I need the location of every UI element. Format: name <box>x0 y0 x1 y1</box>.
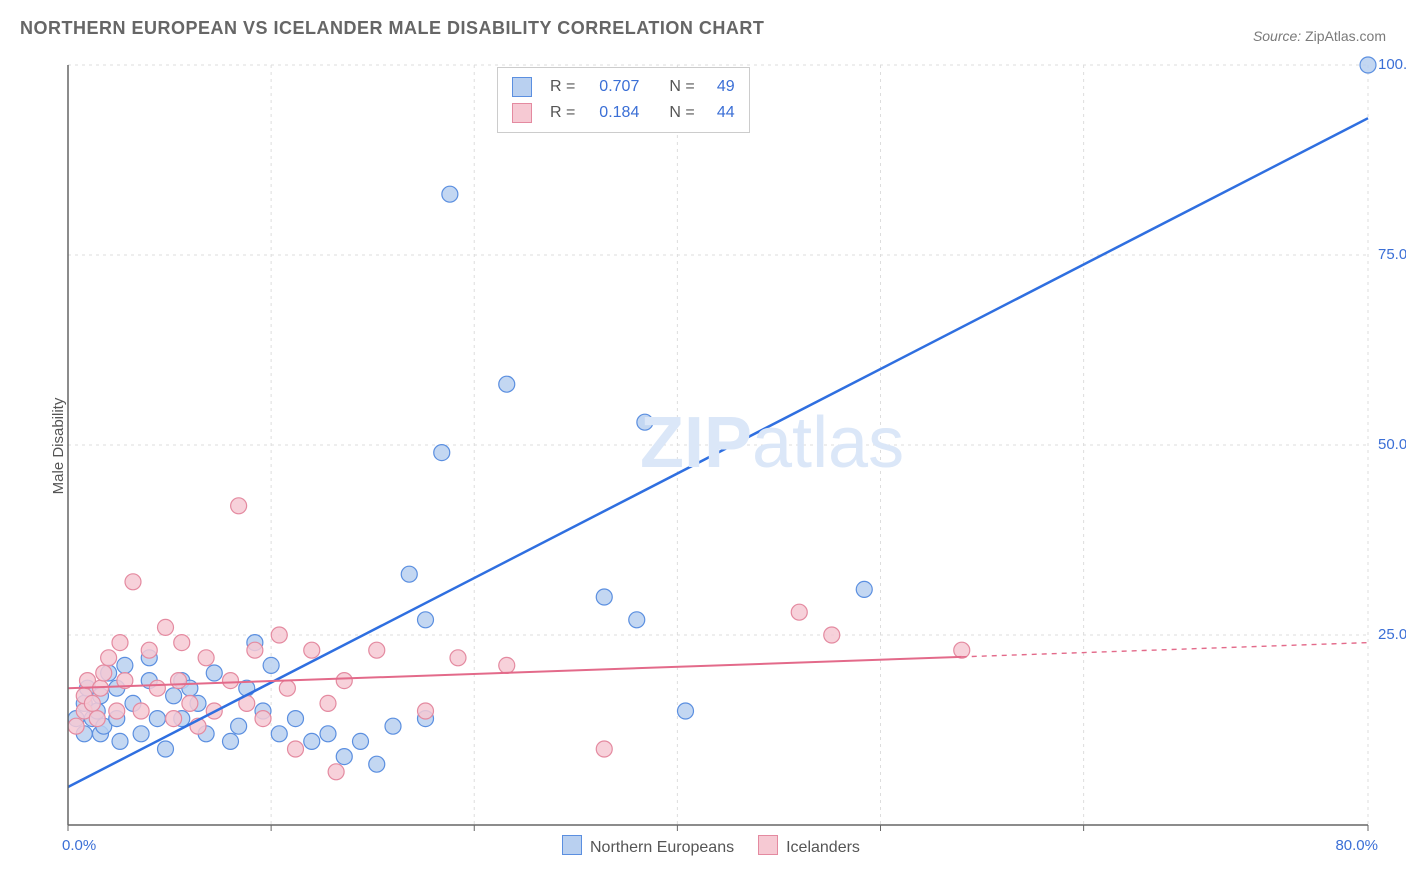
legend-stats-row: R = 0.184 N = 44 <box>512 100 735 126</box>
legend-r-label: R = <box>550 78 575 96</box>
legend-swatch <box>758 835 778 855</box>
chart-title: NORTHERN EUROPEAN VS ICELANDER MALE DISA… <box>20 18 764 39</box>
source-value: ZipAtlas.com <box>1305 28 1386 44</box>
legend-series-item: Icelanders <box>758 835 860 857</box>
legend-n-value: 49 <box>705 78 735 96</box>
tick-label: 75.0% <box>1378 246 1406 263</box>
legend-series-label: Northern Europeans <box>590 839 734 856</box>
legend-stats: R = 0.707 N = 49 R = 0.184 N = 44 <box>497 67 750 133</box>
tick-label: 100.0% <box>1378 56 1406 73</box>
source-attribution: Source: ZipAtlas.com <box>1253 28 1386 44</box>
legend-swatch <box>512 103 532 123</box>
legend-r-value: 0.184 <box>585 104 639 122</box>
legend-stats-row: R = 0.707 N = 49 <box>512 74 735 100</box>
legend-r-value: 0.707 <box>585 78 639 96</box>
legend-series: Northern Europeans Icelanders <box>562 835 860 857</box>
legend-swatch <box>512 77 532 97</box>
source-label: Source: <box>1253 28 1301 44</box>
chart-area: ZIPatlas R =0.707N =49R =0.184N =44 Nort… <box>50 55 1390 855</box>
legend-n-value: 44 <box>705 104 735 122</box>
tick-label: 80.0% <box>1335 837 1378 854</box>
tick-label: 50.0% <box>1378 436 1406 453</box>
legend-r-label: R = <box>550 104 575 122</box>
chart-svg <box>50 55 1390 855</box>
legend-n-label: N = <box>669 104 694 122</box>
legend-series-label: Icelanders <box>786 839 860 856</box>
tick-label: 25.0% <box>1378 626 1406 643</box>
legend-swatch <box>562 835 582 855</box>
tick-label: 0.0% <box>62 837 96 854</box>
legend-n-label: N = <box>669 78 694 96</box>
legend-series-item: Northern Europeans <box>562 835 734 857</box>
